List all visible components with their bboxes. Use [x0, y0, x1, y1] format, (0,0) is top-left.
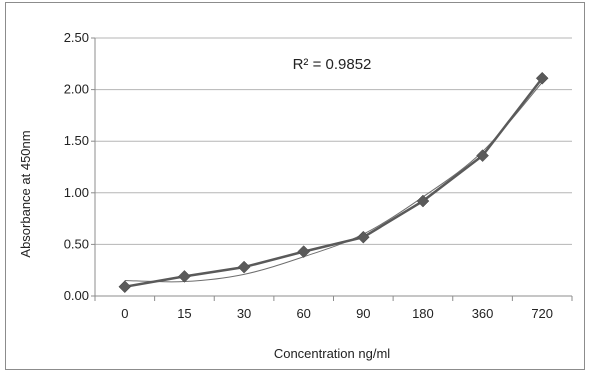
x-tick-label: 90 — [356, 306, 370, 321]
x-tick-labels: 0 15 30 60 90 180 360 720 — [121, 306, 553, 321]
chart-frame — [5, 2, 585, 370]
data-point-diamond — [356, 230, 370, 244]
y-tick-label: 0.00 — [64, 288, 89, 303]
x-tick-label: 60 — [296, 306, 310, 321]
x-tick-label: 720 — [531, 306, 553, 321]
r-squared-annotation: R² = 0.9852 — [293, 56, 372, 73]
series-line — [124, 77, 544, 288]
x-tick-label: 180 — [412, 306, 434, 321]
y-tick-label: 0.50 — [64, 236, 89, 251]
data-point-diamond — [118, 280, 132, 294]
data-point-diamond — [535, 71, 549, 85]
data-point-diamond — [416, 194, 430, 208]
data-point-diamond — [297, 245, 311, 258]
x-tick-label: 360 — [472, 306, 494, 321]
data-point-diamond — [237, 260, 251, 274]
y-tick-label: 1.00 — [64, 185, 89, 200]
gridlines — [95, 37, 572, 245]
y-tick-label: 2.00 — [64, 82, 89, 97]
axes — [91, 37, 573, 301]
x-tick-label: 15 — [177, 306, 191, 321]
y-tick-labels: 0.00 0.50 1.00 1.50 2.00 2.50 — [64, 30, 89, 303]
y-tick-label: 2.50 — [64, 30, 89, 45]
series — [118, 71, 549, 294]
x-tick-label: 30 — [237, 306, 251, 321]
trendline-curve — [124, 82, 543, 283]
data-point-diamond — [476, 149, 489, 163]
data-point-diamond — [178, 270, 191, 283]
trendline — [124, 82, 543, 283]
x-axis-label: Concentration ng/ml — [274, 346, 390, 361]
x-tick-label: 0 — [121, 306, 128, 321]
y-tick-label: 1.50 — [64, 133, 89, 148]
y-axis-label: Absorbance at 450nm — [18, 130, 33, 257]
